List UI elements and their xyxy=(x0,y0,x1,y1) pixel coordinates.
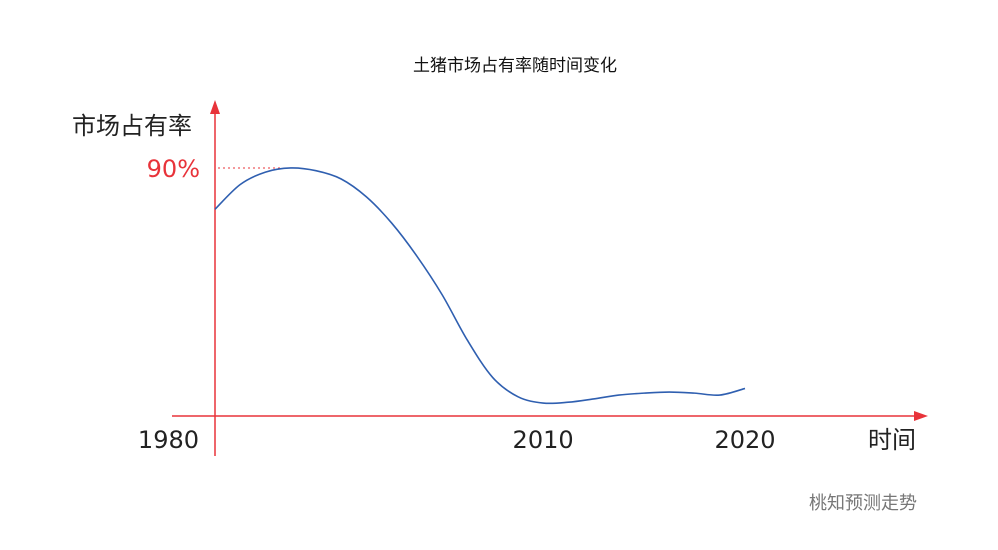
y-tick-label: 90% xyxy=(147,155,200,183)
x-tick-label: 2010 xyxy=(513,426,574,454)
x-axis-label: 时间 xyxy=(868,426,916,454)
watermark: 桃知预测走势 xyxy=(809,493,917,514)
x-axis-arrow xyxy=(914,411,928,421)
x-tick-label: 2020 xyxy=(714,426,775,454)
line xyxy=(214,167,746,405)
y-axis-label: 市场占有率 xyxy=(72,112,192,140)
x-tick-label: 1980 xyxy=(138,426,199,454)
chart-title: 土猪市场占有率随时间变化 xyxy=(413,56,617,76)
y-axis-arrow xyxy=(210,100,220,114)
